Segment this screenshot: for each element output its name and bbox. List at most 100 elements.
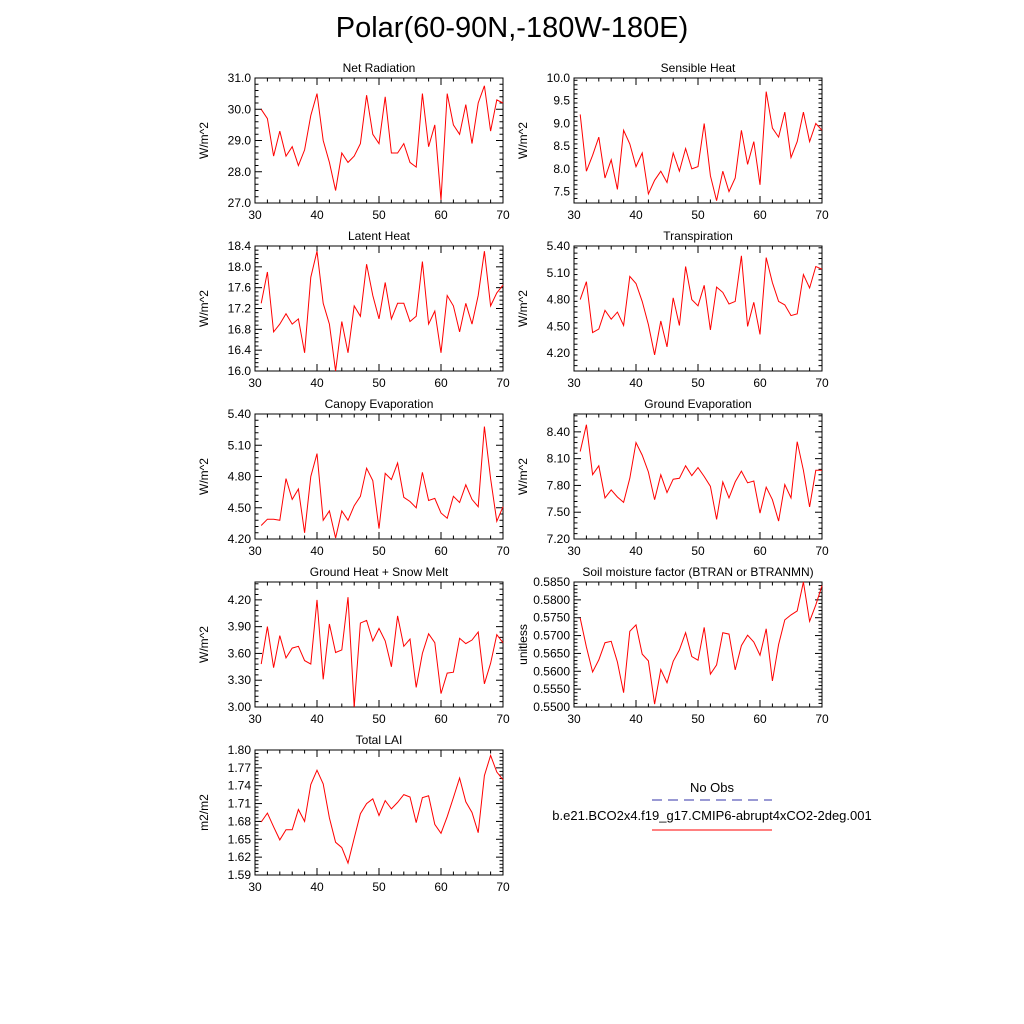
y-tick-label: 5.40 (228, 407, 252, 421)
y-tick-label: 4.20 (228, 532, 252, 546)
y-tick-label: 8.10 (547, 452, 571, 466)
x-tick-label: 40 (310, 544, 324, 558)
plot-frame (254, 581, 504, 708)
x-tick-label: 30 (248, 880, 262, 894)
x-tick-label: 50 (691, 376, 705, 390)
x-tick-label: 30 (567, 208, 581, 222)
y-tick-label: 0.5700 (533, 629, 570, 643)
y-tick-label: 4.50 (228, 501, 252, 515)
x-tick-label: 40 (310, 880, 324, 894)
series-line (579, 255, 823, 356)
y-tick-label: 7.80 (547, 478, 571, 492)
y-tick-label: 0.5500 (533, 700, 570, 714)
x-tick-label: 30 (567, 544, 581, 558)
y-axis-label: W/m^2 (197, 626, 211, 663)
y-tick-label: 3.00 (228, 700, 252, 714)
y-tick-label: 1.71 (228, 797, 252, 811)
series-line (260, 85, 504, 200)
plot-frame (573, 77, 823, 204)
y-tick-label: 31.0 (228, 71, 252, 85)
y-tick-label: 16.4 (228, 343, 252, 357)
y-tick-label: 4.20 (228, 593, 252, 607)
x-tick-label: 50 (691, 208, 705, 222)
y-tick-label: 7.20 (547, 532, 571, 546)
x-tick-label: 60 (434, 880, 448, 894)
y-tick-label: 0.5850 (533, 575, 570, 589)
y-tick-label: 1.68 (228, 814, 252, 828)
plot-frame (573, 413, 823, 540)
x-tick-label: 70 (815, 712, 829, 726)
x-tick-label: 60 (753, 376, 767, 390)
x-tick-label: 60 (434, 376, 448, 390)
x-tick-label: 70 (496, 208, 510, 222)
y-tick-label: 3.30 (228, 673, 252, 687)
x-tick-label: 50 (372, 376, 386, 390)
y-axis-label: W/m^2 (516, 458, 530, 495)
x-tick-label: 40 (629, 544, 643, 558)
plot-frame (254, 413, 504, 540)
panel-sensible-heat: Sensible Heat W/m^2 30 40 50 60 70 7.5 8.0 8.5 9.0… (516, 61, 829, 222)
y-tick-label: 5.40 (547, 239, 571, 253)
x-tick-label: 30 (567, 712, 581, 726)
x-tick-label: 50 (372, 880, 386, 894)
panel-title: Latent Heat (348, 229, 411, 243)
y-axis-label: W/m^2 (516, 122, 530, 159)
panel-canopy-evaporation: Canopy Evaporation W/m^2 30 40 50 60 70 4.20 4.5… (197, 397, 510, 558)
panel-ground-evaporation: Ground Evaporation W/m^2 30 40 50 60 70 7.20 7.5… (516, 397, 829, 558)
x-tick-label: 70 (815, 544, 829, 558)
panel-title: Canopy Evaporation (325, 397, 434, 411)
x-tick-label: 60 (434, 208, 448, 222)
x-tick-label: 30 (248, 208, 262, 222)
x-tick-label: 70 (496, 544, 510, 558)
y-tick-label: 0.5650 (533, 646, 570, 660)
x-tick-label: 30 (248, 376, 262, 390)
y-tick-label: 18.4 (228, 239, 252, 253)
x-tick-label: 50 (691, 544, 705, 558)
x-tick-label: 30 (248, 544, 262, 558)
y-tick-label: 8.40 (547, 425, 571, 439)
y-tick-label: 7.5 (553, 185, 570, 199)
y-tick-label: 29.0 (228, 134, 252, 148)
y-tick-label: 4.80 (547, 293, 571, 307)
y-axis-label: W/m^2 (197, 458, 211, 495)
y-tick-label: 0.5600 (533, 664, 570, 678)
series-line (579, 91, 823, 201)
y-tick-label: 17.6 (228, 281, 252, 295)
panel-title: Total LAI (356, 733, 403, 747)
y-tick-label: 9.0 (553, 116, 570, 130)
y-tick-label: 10.0 (547, 71, 571, 85)
series-line (260, 597, 504, 708)
y-axis-label: m2/m2 (197, 794, 211, 831)
series-line (260, 426, 504, 539)
x-tick-label: 40 (629, 208, 643, 222)
y-tick-label: 7.50 (547, 505, 571, 519)
y-tick-label: 17.2 (228, 302, 252, 316)
panel-title: Sensible Heat (661, 61, 736, 75)
y-tick-label: 27.0 (228, 196, 252, 210)
panel-title: Ground Evaporation (644, 397, 751, 411)
y-tick-label: 28.0 (228, 165, 252, 179)
x-tick-label: 30 (248, 712, 262, 726)
y-axis-label: W/m^2 (197, 122, 211, 159)
y-tick-label: 0.5550 (533, 682, 570, 696)
x-tick-label: 60 (434, 712, 448, 726)
y-tick-label: 1.62 (228, 850, 252, 864)
x-tick-label: 50 (372, 544, 386, 558)
y-tick-label: 30.0 (228, 102, 252, 116)
x-tick-label: 50 (372, 208, 386, 222)
x-tick-label: 70 (815, 376, 829, 390)
page-title: Polar(60-90N,-180W-180E) (335, 12, 689, 44)
panel-title: Net Radiation (343, 61, 416, 75)
y-tick-label: 5.10 (228, 438, 252, 452)
y-tick-label: 4.80 (228, 470, 252, 484)
panel-total-lai: Total LAI m2/m2 30 40 50 60 70 1.59 1.62 1.65 1.68… (197, 733, 510, 894)
y-tick-label: 0.5750 (533, 611, 570, 625)
y-tick-label: 16.8 (228, 322, 252, 336)
panel-title: Ground Heat + Snow Melt (310, 565, 449, 579)
x-tick-label: 60 (753, 208, 767, 222)
x-tick-label: 60 (434, 544, 448, 558)
panel-soil-moisture-factor-btran-or-btranmn: Soil moisture factor (BTRAN or BTRANMN) u… (516, 565, 829, 726)
y-axis-label: W/m^2 (516, 290, 530, 327)
panel-latent-heat: Latent Heat W/m^2 30 40 50 60 70 16.0 16.4 16.8 17… (197, 229, 510, 390)
panel-title: Transpiration (663, 229, 733, 243)
